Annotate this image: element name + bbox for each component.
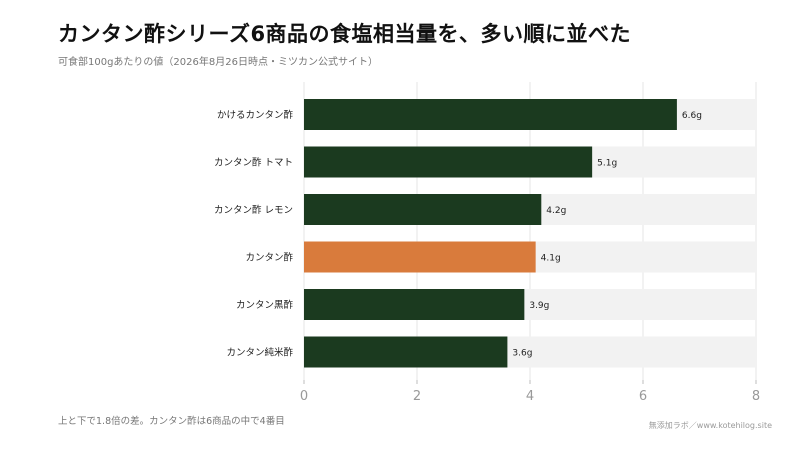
footnote: 上と下で1.8倍の差。カンタン酢は6商品の中で4番目 (58, 416, 285, 427)
grid-layer (303, 82, 757, 380)
chart-subtitle: 可食部100gあたりの値（2026年8月26日時点・ミツカン公式サイト） (58, 57, 378, 68)
bar (304, 146, 593, 178)
x-tick-label: 8 (752, 389, 760, 404)
x-axis: 0 2 4 6 8 (300, 380, 760, 404)
bar (304, 289, 525, 320)
bar (304, 194, 542, 225)
category-label: カンタン酢 トマト (214, 157, 293, 169)
value-label: 4.2g (546, 206, 566, 216)
value-label: 3.9g (529, 301, 549, 311)
bar (304, 241, 536, 273)
x-tick-label: 6 (639, 389, 647, 404)
value-label: 5.1g (597, 159, 617, 169)
category-label: カンタン黒酢 (236, 299, 294, 311)
chart-title: カンタン酢シリーズ6商品の食塩相当量を、多い順に並べた (58, 22, 632, 46)
bar (304, 99, 677, 130)
x-tick-label: 2 (413, 389, 421, 404)
label-layer: かけるカンタン酢 6.6g カンタン酢 トマト 5.1g カンタン酢 レモン 4.2g カン… (214, 109, 702, 359)
bar-layer (304, 99, 677, 368)
x-tick-label: 0 (300, 389, 308, 404)
x-tick-label: 4 (526, 389, 534, 404)
value-label: 6.6g (682, 111, 702, 121)
category-label: かけるカンタン酢 (217, 109, 294, 121)
value-label: 4.1g (541, 254, 561, 264)
category-label: カンタン純米酢 (226, 347, 293, 359)
value-label: 3.6g (512, 349, 532, 359)
source-credit: 無添加ラボ／www.kotehilog.site (648, 421, 772, 430)
bar (304, 336, 508, 368)
category-label: カンタン酢 (245, 252, 293, 264)
category-label: カンタン酢 レモン (214, 204, 293, 216)
